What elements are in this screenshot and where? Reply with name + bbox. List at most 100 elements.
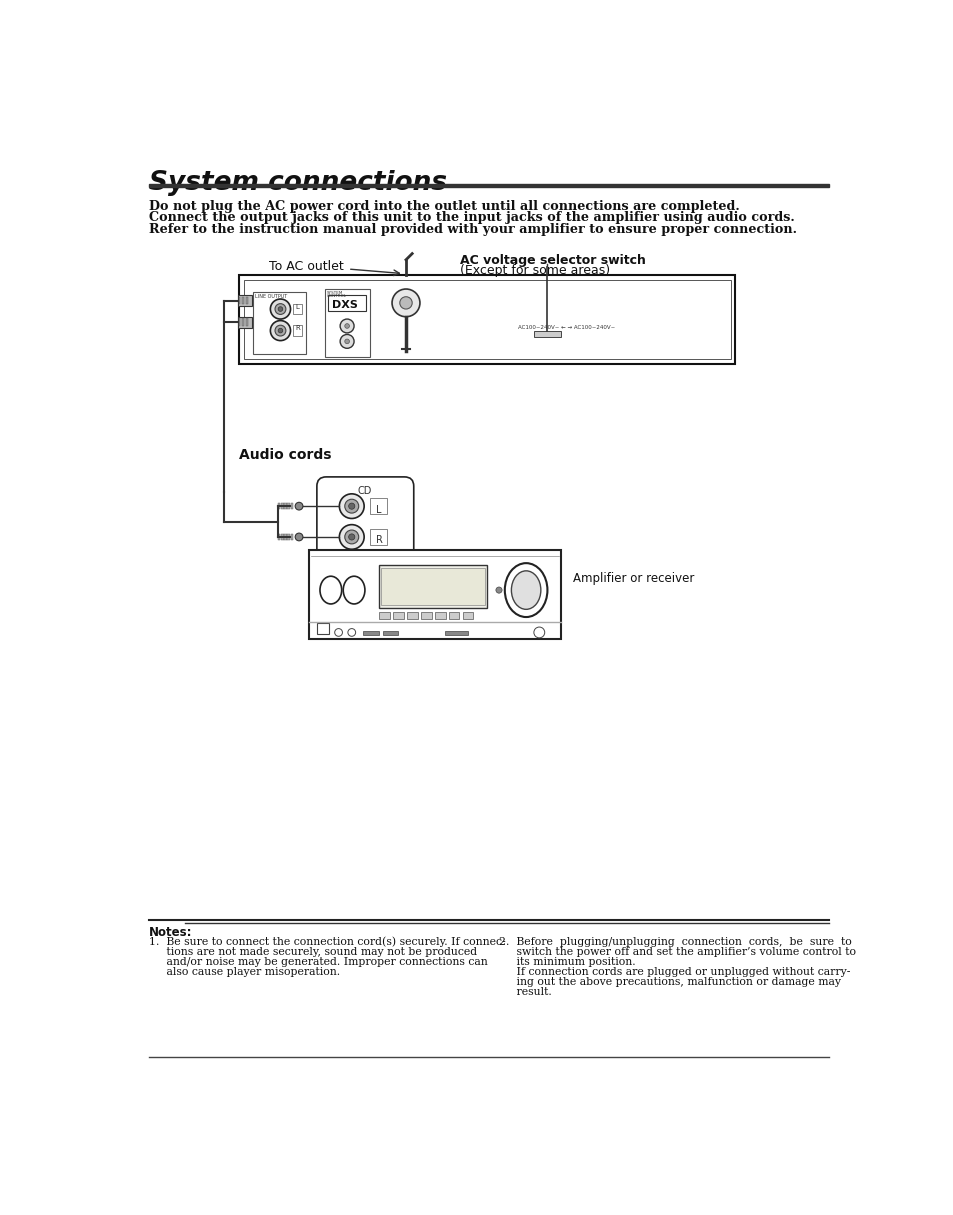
Text: also cause player misoperation.: also cause player misoperation. — [149, 967, 339, 977]
Bar — [287, 533, 290, 539]
Text: If connection cords are plugged or unplugged without carry-: If connection cords are plugged or unplu… — [498, 967, 849, 977]
Circle shape — [339, 525, 364, 549]
Bar — [382, 631, 397, 634]
Circle shape — [339, 493, 364, 519]
Bar — [369, 498, 386, 514]
Bar — [239, 275, 735, 363]
Text: its minimum position.: its minimum position. — [498, 956, 635, 967]
Bar — [328, 295, 365, 311]
Circle shape — [278, 306, 282, 311]
Bar — [284, 503, 286, 509]
Circle shape — [348, 503, 355, 509]
Bar — [278, 533, 280, 539]
Ellipse shape — [511, 571, 540, 610]
Bar — [287, 503, 290, 509]
Ellipse shape — [319, 576, 341, 604]
Bar — [309, 550, 560, 639]
Circle shape — [278, 328, 282, 333]
Bar — [278, 503, 280, 509]
Circle shape — [496, 587, 501, 593]
Bar — [378, 565, 487, 608]
Text: Amplifier or receiver: Amplifier or receiver — [572, 571, 693, 584]
Text: Do not plug the AC power cord into the outlet until all connections are complete: Do not plug the AC power cord into the o… — [149, 199, 739, 213]
Bar — [406, 611, 417, 620]
Text: Audio cords: Audio cords — [239, 448, 332, 463]
Text: (Except for some areas): (Except for some areas) — [459, 264, 610, 277]
Bar — [293, 304, 302, 315]
Circle shape — [274, 326, 286, 337]
Text: LINE OUTPUT: LINE OUTPUT — [254, 294, 287, 299]
Bar — [238, 296, 240, 305]
Text: L: L — [375, 504, 381, 515]
Bar — [291, 503, 293, 509]
Text: L: L — [294, 304, 298, 310]
Circle shape — [294, 533, 303, 541]
Circle shape — [274, 304, 286, 315]
Circle shape — [340, 320, 354, 333]
Circle shape — [340, 334, 354, 349]
Circle shape — [344, 323, 349, 328]
Bar — [324, 289, 369, 357]
Bar — [253, 292, 306, 354]
Bar — [448, 611, 459, 620]
Text: System connections: System connections — [149, 170, 446, 197]
Bar — [363, 631, 378, 634]
Circle shape — [344, 530, 358, 544]
Circle shape — [335, 628, 342, 637]
Bar — [237, 295, 252, 306]
Bar — [435, 611, 445, 620]
Bar — [420, 611, 431, 620]
Text: Notes:: Notes: — [149, 926, 192, 939]
Bar — [393, 611, 403, 620]
Bar — [281, 503, 283, 509]
Text: and/or noise may be generated. Improper connections can: and/or noise may be generated. Improper … — [149, 956, 487, 967]
Polygon shape — [343, 578, 386, 594]
Bar — [291, 533, 293, 539]
Bar — [534, 330, 560, 337]
Bar — [246, 318, 248, 326]
Text: 2.  Before  plugging/unplugging  connection  cords,  be  sure  to: 2. Before plugging/unplugging connection… — [498, 937, 851, 946]
Text: 1.  Be sure to connect the connection cord(s) securely. If connec-: 1. Be sure to connect the connection cor… — [149, 937, 505, 948]
Circle shape — [348, 533, 355, 539]
Circle shape — [344, 499, 358, 513]
Text: R: R — [294, 326, 299, 332]
Circle shape — [534, 627, 544, 638]
Bar — [316, 623, 329, 634]
Text: SYSTEM: SYSTEM — [327, 290, 343, 294]
Bar — [244, 279, 730, 360]
Bar — [462, 611, 473, 620]
Bar — [444, 631, 468, 634]
Bar — [237, 317, 252, 328]
Text: DXS: DXS — [332, 300, 358, 310]
Circle shape — [392, 289, 419, 317]
Bar — [149, 185, 828, 187]
Text: R: R — [375, 536, 382, 546]
Text: CD: CD — [357, 486, 372, 496]
Circle shape — [270, 321, 291, 340]
Bar — [284, 533, 286, 539]
Bar — [246, 296, 248, 305]
Circle shape — [348, 628, 355, 637]
Bar — [238, 318, 240, 326]
Text: AC100~240V~ ← → AC100~240V~: AC100~240V~ ← → AC100~240V~ — [517, 326, 615, 330]
Text: switch the power off and set the amplifier’s volume control to: switch the power off and set the amplifi… — [498, 946, 855, 956]
Circle shape — [294, 502, 303, 510]
Bar — [381, 567, 484, 605]
FancyBboxPatch shape — [316, 477, 414, 577]
Ellipse shape — [343, 576, 365, 604]
Circle shape — [399, 296, 412, 309]
Text: To AC outlet: To AC outlet — [269, 260, 344, 272]
Bar — [293, 326, 302, 337]
Bar — [242, 318, 244, 326]
Text: tions are not made securely, sound may not be produced: tions are not made securely, sound may n… — [149, 946, 476, 956]
Circle shape — [270, 299, 291, 320]
Bar — [378, 611, 390, 620]
Bar — [369, 530, 386, 544]
Text: result.: result. — [498, 987, 551, 996]
Text: CONTROL: CONTROL — [327, 294, 347, 299]
Text: AC voltage selector switch: AC voltage selector switch — [459, 254, 645, 266]
Text: ing out the above precautions, malfunction or damage may: ing out the above precautions, malfuncti… — [498, 977, 841, 987]
Bar — [281, 533, 283, 539]
Ellipse shape — [504, 563, 547, 617]
Circle shape — [344, 339, 349, 344]
